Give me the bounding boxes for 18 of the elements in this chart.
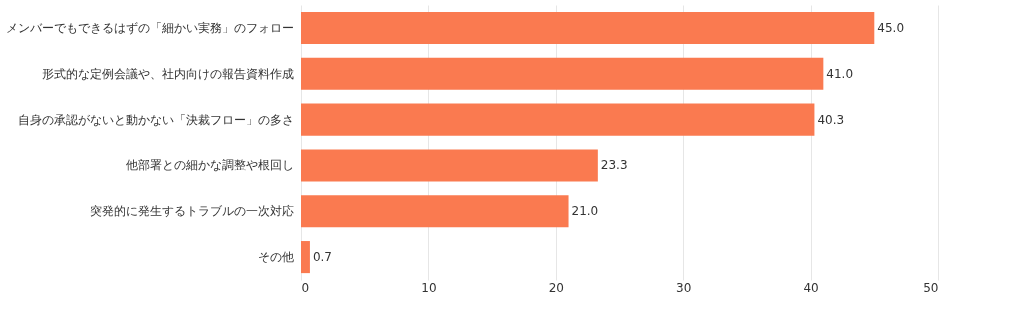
x-tick-label: 0 xyxy=(301,280,310,295)
y-tick-label: 自身の承認がないと動かない「決裁フロー」の多さ xyxy=(17,112,294,127)
x-tick-label: 50 xyxy=(923,280,939,295)
y-tick-label: 突発的に発生するトラブルの一次対応 xyxy=(89,204,294,219)
data-label: 23.3 xyxy=(600,158,628,173)
data-label: 21.0 xyxy=(571,204,599,219)
y-tick-label: 形式的な定例会議や、社内向けの報告資料作成 xyxy=(41,66,294,81)
x-tick-label: 10 xyxy=(421,280,437,295)
x-tick-label: 30 xyxy=(676,280,692,295)
y-tick-label: 他部署との細かな調整や根回し xyxy=(125,158,294,173)
data-label: 45.0 xyxy=(877,20,905,35)
data-label: 0.7 xyxy=(312,250,333,265)
x-tick-label: 20 xyxy=(548,280,564,295)
x-tick-label: 40 xyxy=(803,280,819,295)
data-label: 41.0 xyxy=(826,66,854,81)
y-tick-label: その他 xyxy=(257,250,294,265)
data-label: 40.3 xyxy=(817,112,845,127)
y-tick-label: メンバーでもできるはずの「細かい実務」のフォロー xyxy=(5,20,294,35)
